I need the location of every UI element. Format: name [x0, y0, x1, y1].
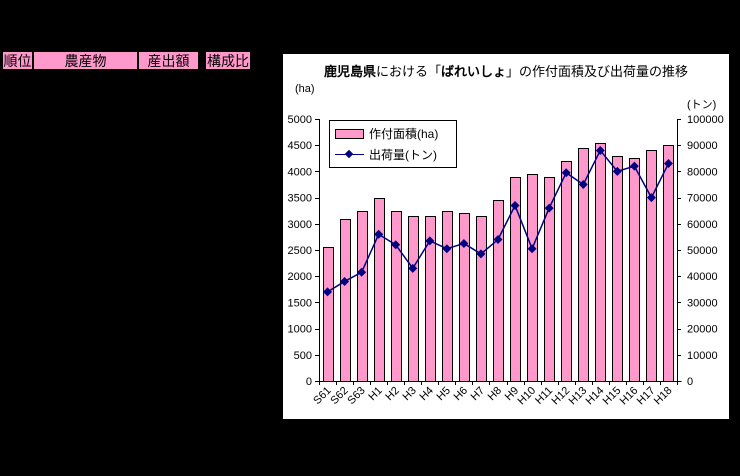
x-tick-label: H8	[486, 385, 504, 403]
chart-title-segment: 」の作付面積及び出荷量の推移	[506, 64, 689, 79]
diamond-marker-icon	[510, 200, 520, 210]
diamond-marker-icon	[408, 263, 418, 273]
diamond-marker-icon	[340, 276, 350, 286]
diamond-marker-icon	[357, 267, 367, 277]
diamond-marker-icon	[527, 244, 537, 254]
header-cell-rank[interactable]: 順位	[1, 50, 34, 71]
left-axis-unit-label: (ha)	[295, 83, 315, 95]
y-tick-label: 10000	[687, 350, 718, 362]
x-tick-label: H6	[452, 385, 470, 403]
x-axis-labels: S61S62S63H1H2H3H4H5H6H7H8H9H10H11H12H13H…	[311, 385, 674, 408]
bar-S63	[357, 211, 368, 382]
bars-planted-area	[323, 143, 674, 382]
chart-panel[interactable]: 鹿児島県における「ばれいしょ」の作付面積及び出荷量の推移 (ha) (トン) 0…	[282, 53, 730, 420]
chart-title-segment: 鹿児島県	[323, 64, 376, 79]
y-tick-label: 2500	[288, 245, 312, 257]
diamond-marker-icon	[595, 145, 605, 155]
legend-bar-swatch-icon	[335, 128, 364, 139]
bar-S61	[323, 247, 334, 382]
diamond-marker-icon	[493, 235, 503, 245]
bar-H2	[391, 211, 402, 382]
chart-title: 鹿児島県における「ばれいしょ」の作付面積及び出荷量の推移	[283, 61, 729, 80]
diamond-marker-icon	[374, 229, 384, 239]
shipment-markers	[323, 145, 673, 297]
diamond-marker-icon	[663, 159, 673, 169]
bar-H10	[527, 174, 538, 382]
axes	[315, 119, 682, 385]
bar-H8	[493, 200, 504, 382]
y-tick-label: 4500	[288, 140, 312, 152]
x-tick-label: H2	[383, 385, 401, 403]
diamond-marker-icon	[442, 244, 452, 254]
y-tick-label: 3500	[288, 193, 312, 205]
y-axis-labels-left: 0 500 1000 1500 2000 2500 3000 3500 4000 4500 5000	[288, 114, 312, 388]
legend-item-shipment: 出荷量(トン)	[335, 146, 451, 163]
diamond-marker-icon	[425, 236, 435, 246]
diamond-marker-icon	[459, 238, 469, 248]
y-tick-label: 60000	[687, 219, 718, 231]
y-tick-label: 0	[687, 376, 693, 388]
y-axis-labels-right: 0 10000 20000 30000 40000 50000 60000 70000 8000…	[687, 114, 724, 388]
diamond-marker-icon	[391, 240, 401, 250]
spreadsheet-header-row: 順位 農産物 産出額 構成比	[1, 50, 252, 71]
diamond-marker-icon	[578, 180, 588, 189]
legend-line-swatch-icon	[335, 149, 364, 159]
bar-H6	[459, 213, 470, 382]
bar-H18	[663, 145, 674, 382]
y-tick-label: 2000	[288, 271, 312, 283]
legend-label-planted-area: 作付面積(ha)	[369, 127, 439, 141]
diamond-marker-icon	[646, 193, 656, 203]
bar-H5	[442, 211, 453, 382]
bar-H3	[408, 216, 419, 382]
diamond-marker-icon	[629, 161, 639, 171]
x-tick-label: H7	[469, 385, 487, 403]
right-axis-unit-label: (トン)	[687, 99, 717, 111]
chart-title-segment: ばれいしょ	[441, 64, 507, 79]
x-tick-label: H18	[652, 385, 675, 408]
diamond-marker-icon	[476, 249, 486, 259]
x-tick-label: S63	[345, 385, 367, 407]
header-cell-product[interactable]: 農産物	[32, 50, 139, 71]
y-tick-label: 90000	[687, 140, 718, 152]
y-tick-label: 70000	[687, 193, 718, 205]
diamond-marker-icon	[323, 287, 333, 297]
y-tick-label: 5000	[288, 114, 312, 126]
chart-title-segment: における「	[375, 64, 441, 79]
bar-H17	[646, 150, 657, 382]
header-cell-output[interactable]: 産出額	[137, 50, 200, 71]
diamond-marker-icon	[612, 166, 622, 176]
legend-label-shipment: 出荷量(トン)	[369, 148, 437, 162]
y-tick-label: 4000	[288, 166, 312, 178]
y-tick-label: 80000	[687, 166, 718, 178]
diamond-marker-icon	[561, 168, 571, 178]
x-tick-label: H4	[418, 385, 436, 403]
y-tick-label: 500	[294, 350, 312, 362]
y-tick-label: 1000	[288, 324, 312, 336]
chart-legend: 作付面積(ha) 出荷量(トン)	[329, 120, 457, 168]
bar-H12	[561, 161, 572, 382]
y-tick-label: 100000	[687, 114, 724, 126]
bar-H15	[612, 156, 623, 382]
legend-item-planted-area: 作付面積(ha)	[335, 125, 451, 142]
y-tick-label: 20000	[687, 324, 718, 336]
y-tick-label: 50000	[687, 245, 718, 257]
bar-H1	[374, 198, 385, 382]
y-tick-label: 0	[306, 376, 312, 388]
y-tick-label: 1500	[288, 297, 312, 309]
y-tick-label: 30000	[687, 297, 718, 309]
x-tick-label: H5	[435, 385, 453, 403]
diamond-marker-icon	[544, 203, 554, 213]
bar-H7	[476, 216, 487, 382]
bar-S62	[340, 219, 351, 382]
x-tick-label: H3	[400, 385, 418, 403]
y-tick-label: 3000	[288, 219, 312, 231]
y-tick-label: 40000	[687, 271, 718, 283]
bar-H14	[595, 143, 606, 382]
bar-H16	[629, 158, 640, 382]
header-cell-ratio[interactable]: 構成比	[204, 50, 252, 71]
plot-area: 0 500 1000 1500 2000 2500 3000 3500 4000 4500 5000…	[288, 114, 724, 408]
x-tick-label: H1	[366, 385, 384, 403]
